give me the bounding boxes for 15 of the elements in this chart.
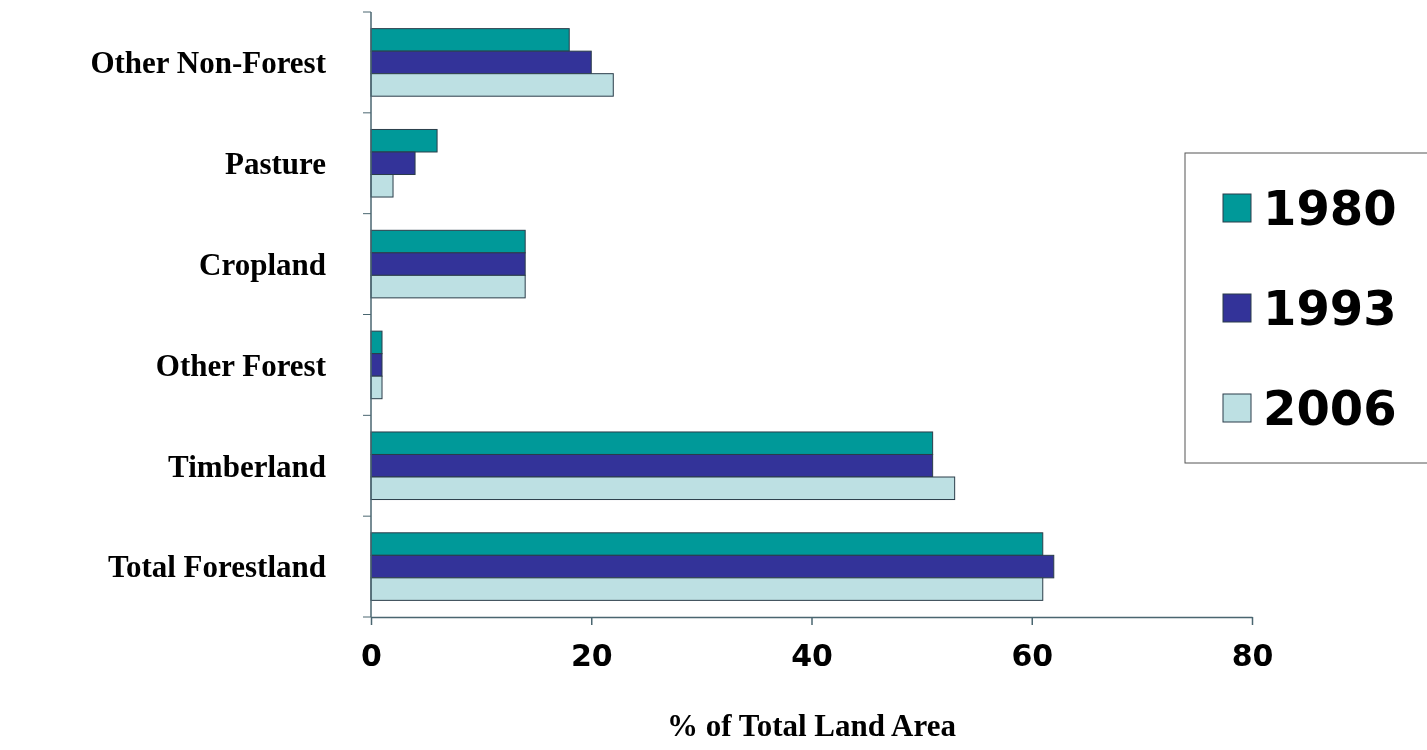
- y-tick-label: Other Non-Forest: [90, 45, 327, 81]
- x-tick-label: 20: [570, 638, 613, 674]
- legend-label: 1980: [1263, 180, 1397, 237]
- x-tick-label: 80: [1231, 638, 1274, 674]
- x-axis-title: % of Total Land Area: [667, 708, 957, 743]
- y-tick-label: Cropland: [199, 246, 326, 282]
- y-tick-label: Total Forestland: [108, 549, 326, 585]
- x-tick-label: 60: [1011, 638, 1054, 674]
- y-tick-label: Timberland: [168, 448, 326, 484]
- x-tick-label: 0: [361, 638, 382, 674]
- legend-label: 2006: [1263, 380, 1397, 437]
- y-tick-label: Other Forest: [155, 347, 327, 383]
- legend-label: 1993: [1263, 280, 1397, 337]
- x-tick-label: 40: [791, 638, 833, 674]
- y-tick-label: Pasture: [224, 146, 326, 182]
